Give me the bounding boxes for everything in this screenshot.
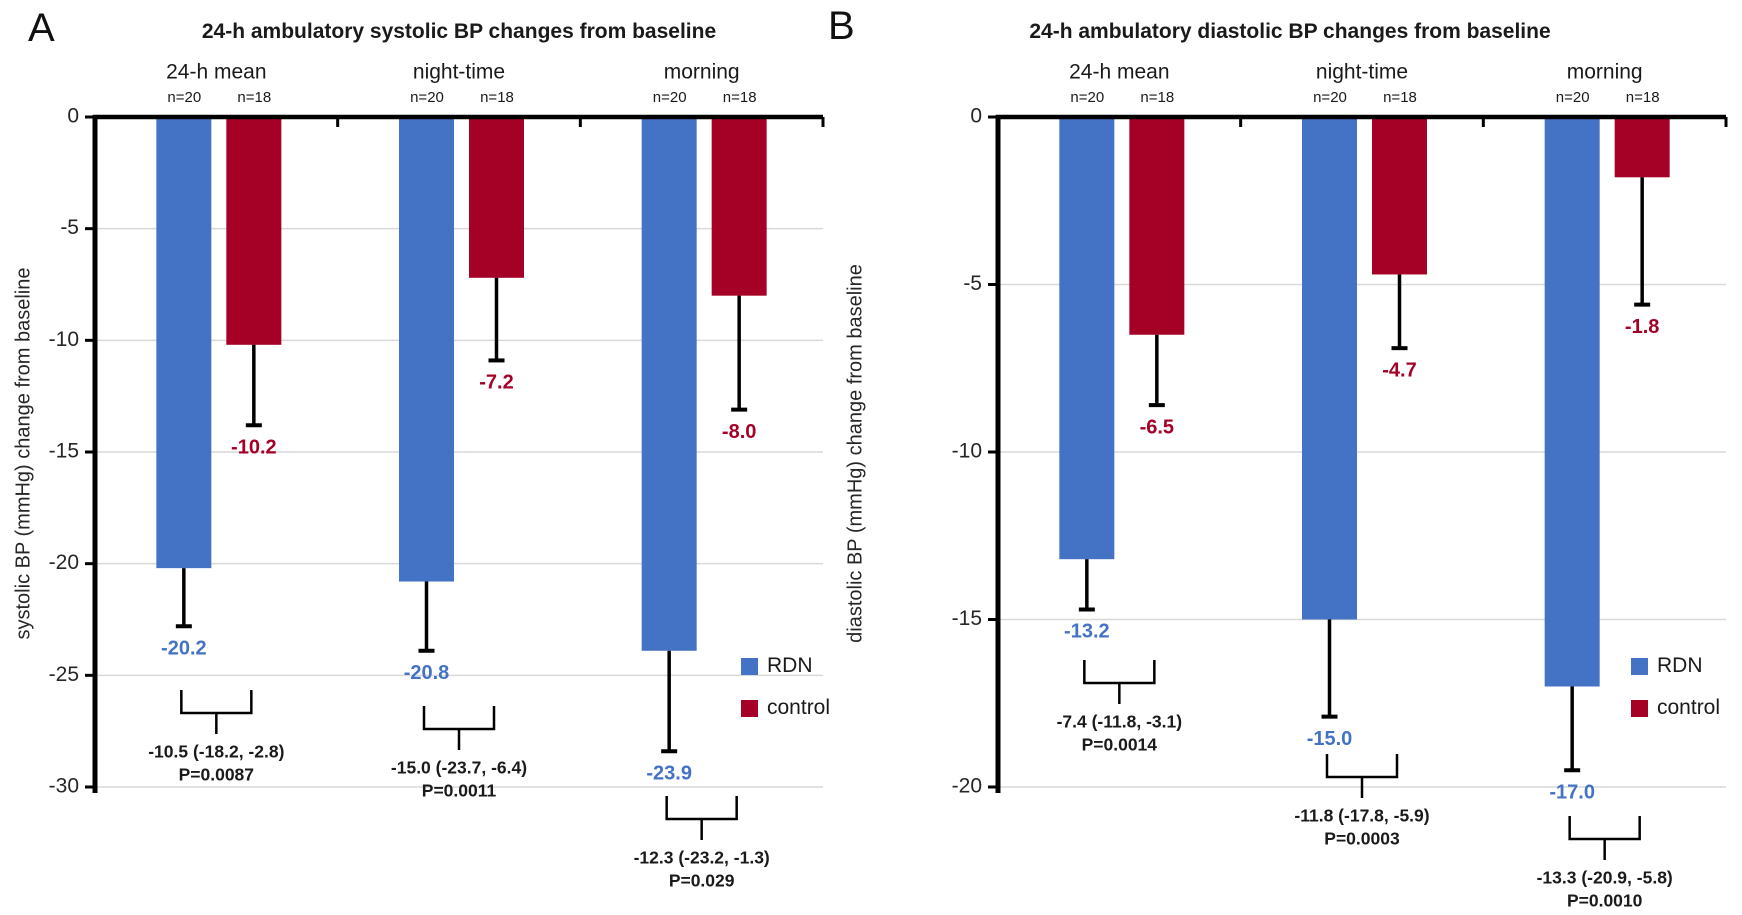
rdn-bar-morning [641,117,697,651]
control-bar-night-time [1372,117,1427,275]
n-label: n=20 [653,89,687,106]
group-label: night-time [1316,61,1408,84]
difference-annotation: -11.8 (-17.8, -5.9) [1294,806,1429,826]
value-label: -15.0 [1307,728,1353,750]
n-label: n=20 [167,89,201,106]
rdn-bar-night-time [399,117,454,582]
comparison-bracket [665,796,738,821]
value-label: -13.2 [1064,621,1110,643]
difference-annotation: -13.3 (-20.9, -5.8) [1537,868,1673,888]
n-label: n=20 [1070,89,1104,106]
value-label: -1.8 [1625,316,1659,338]
comparison-bracket [1325,754,1399,779]
y-tick-label: -10 [49,328,79,351]
rdn-bar-24-h-mean [156,117,212,569]
rdn-legend-label: RDN [767,654,813,677]
group-label: night-time [413,61,505,84]
value-label: -6.5 [1140,416,1174,438]
p-value-annotation: P=0.029 [669,871,735,891]
panel-b-y-axis-title: diastolic BP (mmHg) change from baseline [844,264,867,643]
p-value-annotation: P=0.0003 [1324,829,1400,849]
y-tick-label: -5 [60,216,79,239]
value-label: -20.8 [404,662,450,684]
value-label: -23.9 [646,763,692,785]
difference-annotation: -10.5 (-18.2, -2.8) [148,742,284,762]
n-label: n=18 [1626,89,1660,106]
y-tick-label: -15 [49,440,79,463]
p-value-annotation: P=0.0010 [1567,891,1643,911]
n-label: n=20 [1313,89,1347,106]
comparison-bracket [1083,660,1156,685]
y-tick-label: 0 [970,105,982,128]
control-legend-swatch [1631,699,1648,717]
comparison-bracket [180,690,253,715]
value-label: -7.2 [479,372,513,394]
y-tick-label: -20 [952,775,982,798]
group-label: morning [664,61,740,84]
group-label: 24-h mean [1069,61,1169,84]
n-label: n=18 [1383,89,1417,106]
p-value-annotation: P=0.0014 [1082,735,1158,755]
y-tick-label: 0 [67,105,79,128]
difference-annotation: -15.0 (-23.7, -6.4) [391,758,527,778]
n-label: n=18 [237,89,271,106]
y-tick-label: -10 [952,440,982,463]
control-bar-morning [1614,117,1670,178]
panel-a-y-axis-title: systolic BP (mmHg) change from baseline [12,267,35,640]
control-bar-24-h-mean [1129,117,1185,335]
panel-a-legend-control: control [741,696,830,720]
y-tick-label: -20 [49,551,79,574]
y-tick-label: -5 [963,272,982,295]
rdn-legend-swatch [1631,657,1648,675]
y-tick-label: -25 [49,663,79,686]
rdn-bar-morning [1544,117,1600,687]
y-tick-label: -30 [49,775,79,798]
value-label: -4.7 [1382,359,1416,381]
control-legend-label: control [767,696,831,719]
rdn-bar-24-h-mean [1059,117,1115,560]
rdn-bar-night-time [1302,117,1357,620]
control-bar-24-h-mean [226,117,282,345]
rdn-legend-label: RDN [1657,654,1703,677]
difference-annotation: -12.3 (-23.2, -1.3) [634,848,770,868]
value-label: -20.2 [161,637,207,659]
value-label: -8.0 [722,421,756,443]
panel-a-legend-rdn: RDN [741,654,813,678]
p-value-annotation: P=0.0011 [422,781,497,801]
rdn-legend-swatch [741,657,758,675]
n-label: n=18 [723,89,757,106]
n-label: n=20 [410,89,444,106]
y-tick-label: -15 [952,607,982,630]
comparison-bracket [1568,816,1641,841]
value-label: -10.2 [231,436,277,458]
group-label: 24-h mean [166,61,266,84]
difference-annotation: -7.4 (-11.8, -3.1) [1057,712,1182,732]
control-bar-morning [711,117,767,296]
panel-b-title: 24-h ambulatory diastolic BP changes fro… [1029,20,1551,43]
panel-b-legend-rdn: RDN [1631,654,1703,678]
panel-b-letter: B [828,4,855,48]
n-label: n=20 [1556,89,1590,106]
value-label: -17.0 [1549,782,1595,804]
n-label: n=18 [1140,89,1174,106]
panel-a-title: 24-h ambulatory systolic BP changes from… [201,20,717,43]
n-label: n=18 [480,89,514,106]
control-bar-night-time [469,117,524,278]
control-legend-label: control [1657,696,1721,719]
comparison-bracket [422,706,496,731]
control-legend-swatch [741,699,758,717]
panel-b-legend-control: control [1631,696,1720,720]
p-value-annotation: P=0.0087 [179,765,254,785]
group-label: morning [1567,61,1643,84]
panel-a-letter: A [28,6,55,50]
